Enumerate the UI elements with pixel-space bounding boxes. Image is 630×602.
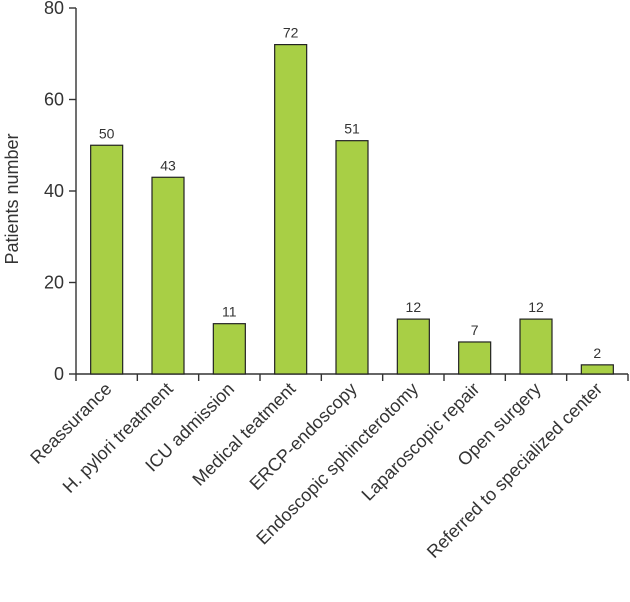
bar-4 bbox=[335, 140, 369, 375]
bar-8 bbox=[580, 364, 614, 375]
data-label: 12 bbox=[528, 299, 544, 315]
y-tick-label: 60 bbox=[44, 90, 64, 110]
data-label: 2 bbox=[593, 345, 601, 361]
y-tick-label: 20 bbox=[44, 273, 64, 293]
y-ticks: 0 20 40 60 80 bbox=[44, 0, 76, 384]
y-tick-label: 0 bbox=[54, 364, 64, 384]
bar-0 bbox=[90, 144, 124, 375]
y-axis-label: Patients number bbox=[2, 133, 22, 264]
bar-2 bbox=[212, 323, 246, 375]
data-label: 12 bbox=[406, 299, 422, 315]
x-tick-label: H. pylori treatment bbox=[59, 379, 177, 497]
x-tick-label: Laparoscopic repair bbox=[358, 379, 484, 505]
bar-5 bbox=[396, 318, 430, 375]
data-label: 43 bbox=[160, 157, 176, 173]
bar-3 bbox=[274, 43, 308, 375]
data-label: 7 bbox=[471, 322, 479, 338]
data-label: 51 bbox=[344, 121, 360, 137]
bar-1 bbox=[151, 176, 185, 375]
x-tick-label: ERCP-endoscopy bbox=[246, 379, 361, 494]
y-tick-label: 40 bbox=[44, 181, 64, 201]
data-label: 72 bbox=[283, 25, 299, 41]
data-label: 11 bbox=[222, 304, 237, 320]
bar-6 bbox=[458, 341, 492, 375]
data-label: 50 bbox=[99, 125, 115, 141]
bar-7 bbox=[519, 318, 553, 375]
x-tick-label: Medical teatment bbox=[188, 379, 299, 490]
bars bbox=[90, 43, 614, 375]
y-tick-label: 80 bbox=[44, 0, 64, 18]
data-labels: 50 43 11 72 51 12 7 12 2 bbox=[99, 25, 602, 361]
